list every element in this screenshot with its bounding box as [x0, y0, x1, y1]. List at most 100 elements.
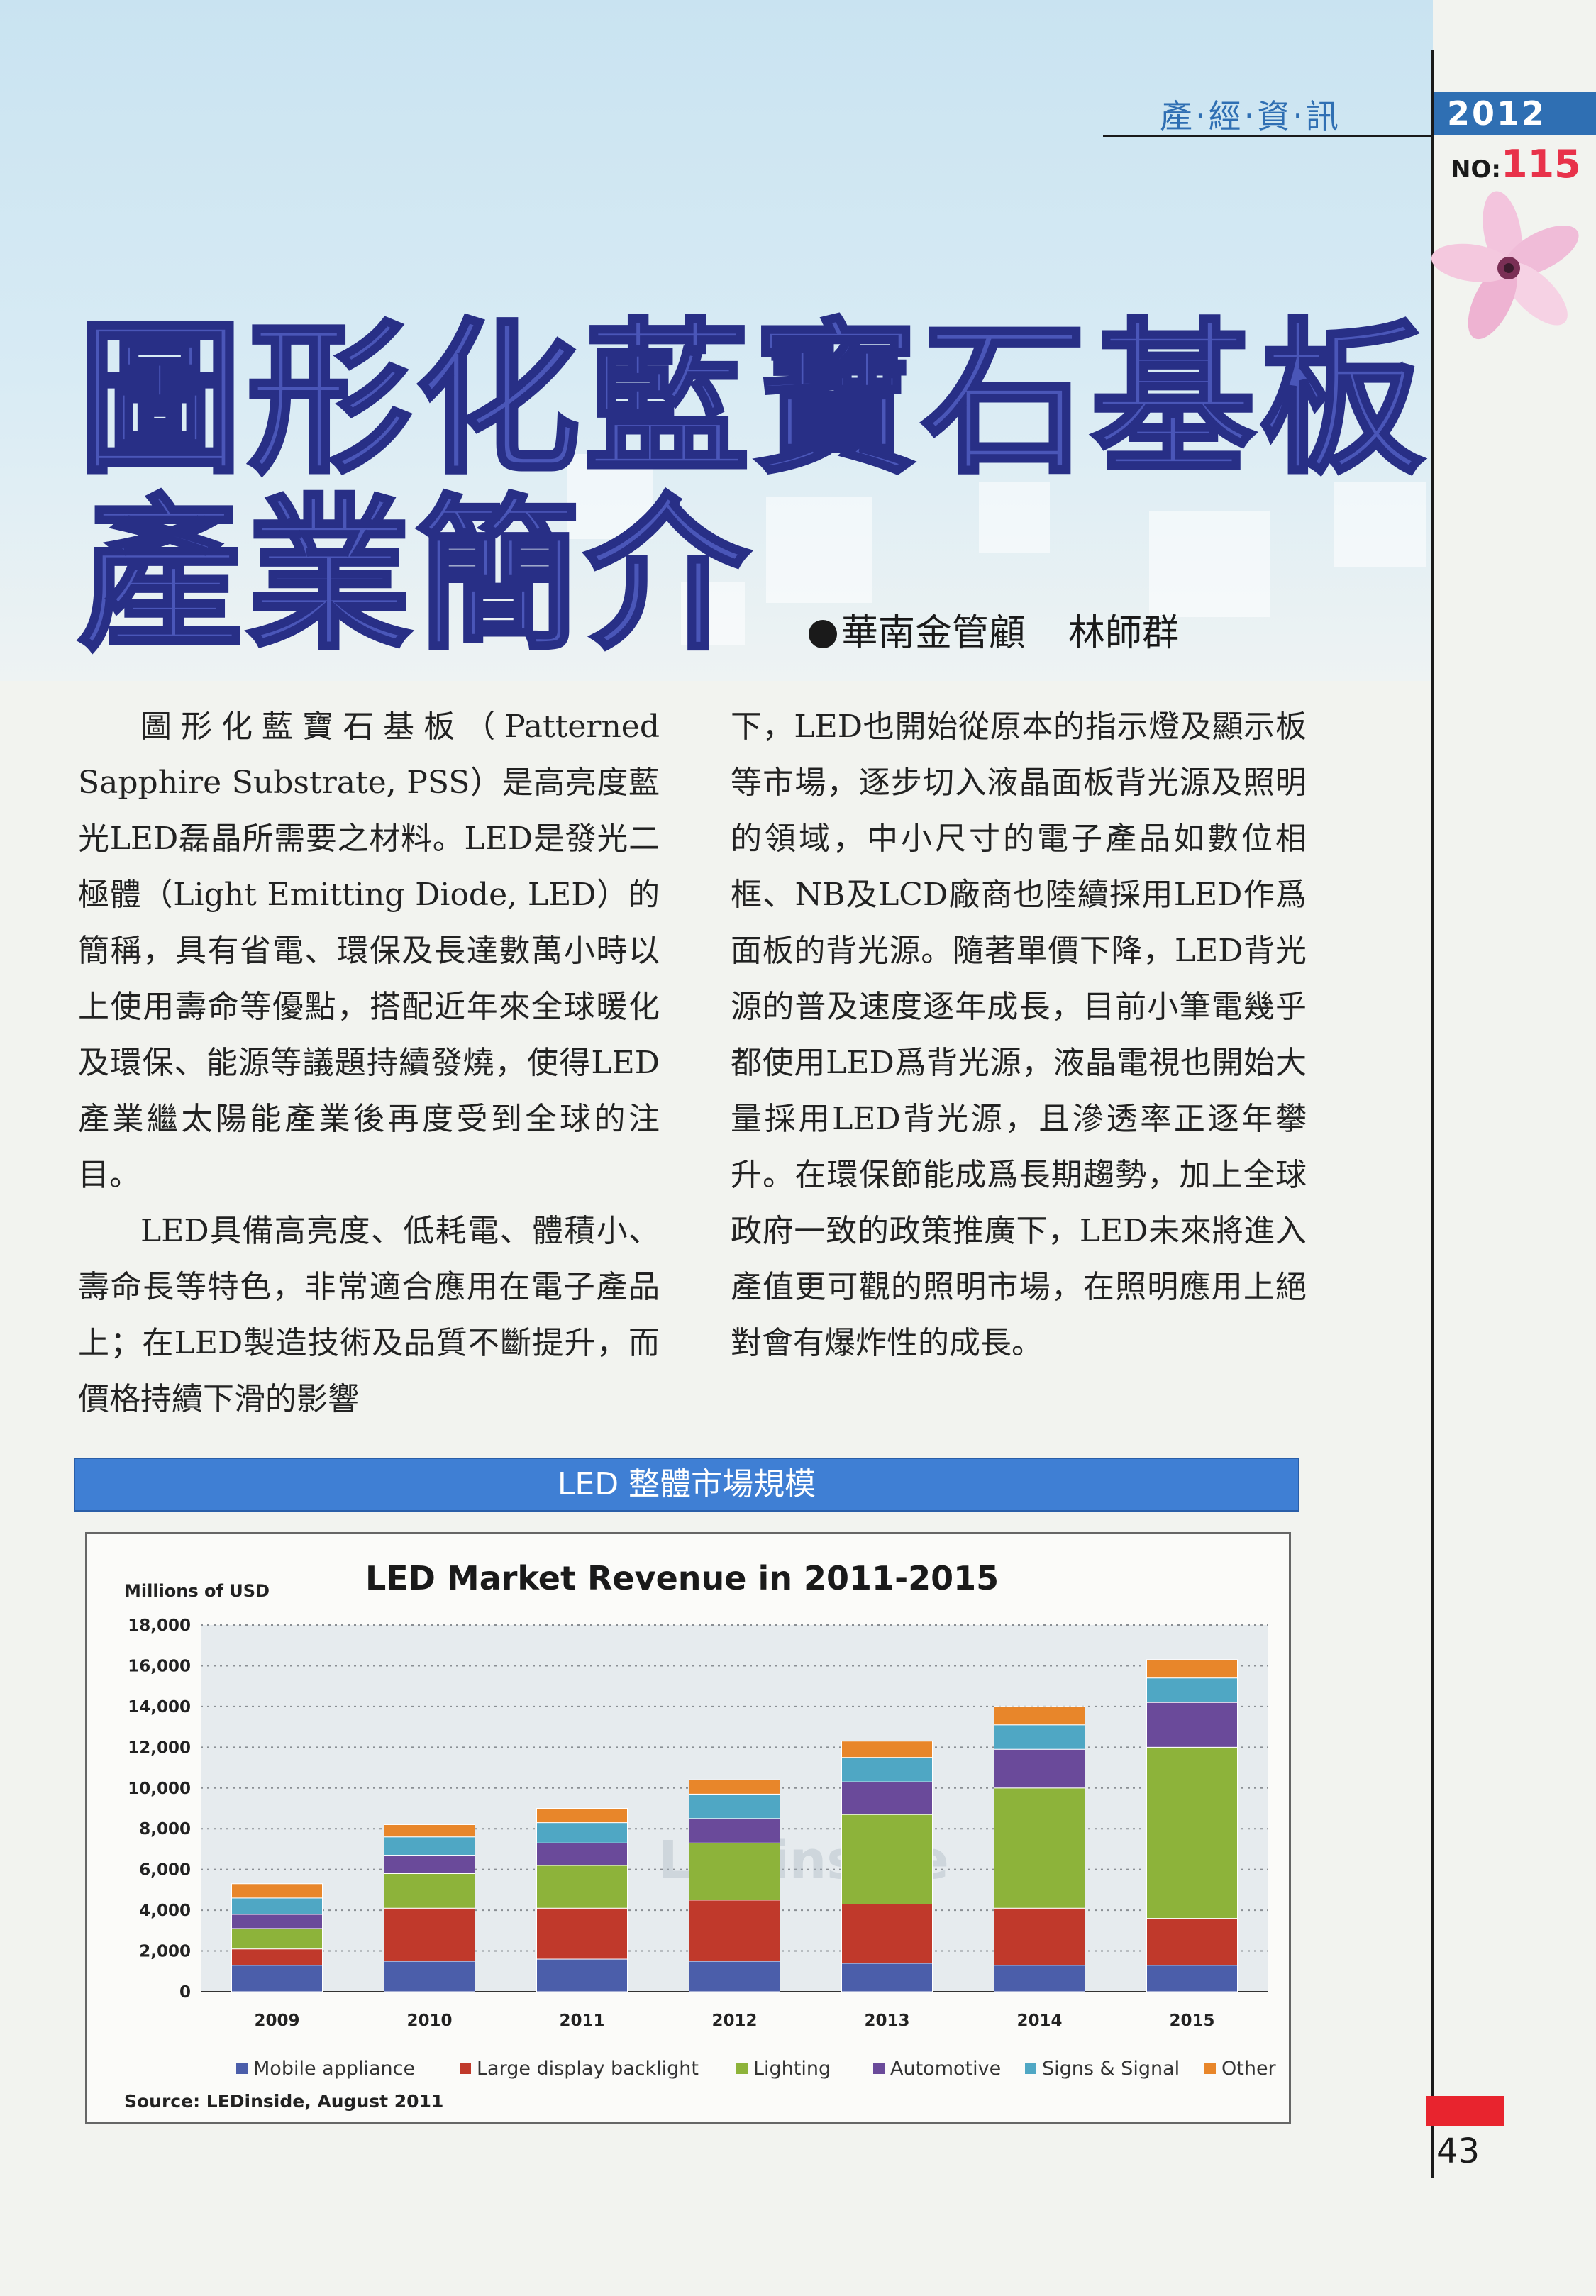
bar-segment: [384, 1961, 475, 1992]
bar-segment: [841, 1903, 933, 1964]
bar-segment: [536, 1842, 628, 1866]
bar-segment: [994, 1724, 1085, 1750]
legend-label: Other: [1221, 2058, 1277, 2080]
chart-source: Source: LEDinside, August 2011: [124, 2091, 443, 2112]
bar-segment: [841, 1963, 933, 1992]
bar-segment: [994, 1787, 1085, 1909]
x-tick-label: 2010: [406, 2012, 452, 2030]
bar-segment: [1146, 1965, 1238, 1992]
bar-segment: [689, 1900, 780, 1962]
issue-label: NO:: [1451, 155, 1501, 184]
issue-number: NO:115: [1451, 142, 1581, 187]
decorative-square: [1334, 482, 1426, 567]
legend-swatch: [236, 2063, 248, 2074]
legend-swatch: [736, 2063, 748, 2074]
bar-segment: [1146, 1659, 1238, 1679]
y-tick-label: 10,000: [128, 1780, 191, 1798]
y-tick-label: 12,000: [128, 1738, 191, 1757]
decorative-square: [681, 582, 745, 645]
y-tick-label: 4,000: [139, 1902, 191, 1920]
y-axis-label: Millions of USD: [124, 1581, 270, 1601]
decorative-square: [1149, 511, 1270, 617]
bar-segment: [231, 1928, 323, 1950]
bar-segment: [689, 1842, 780, 1901]
chart-title: LED Market Revenue in 2011-2015: [365, 1559, 999, 1597]
paragraph: 下，LED也開始從原本的指示燈及顯示板等市場，逐步切入液晶面板背光源及照明的領域…: [731, 709, 1307, 1361]
bar-segment: [536, 1822, 628, 1843]
x-tick-label: 2014: [1016, 2012, 1062, 2030]
bar-segment: [841, 1781, 933, 1815]
bar-segment: [689, 1818, 780, 1843]
legend-label: Automotive: [890, 2058, 1001, 2080]
bar-segment: [994, 1965, 1085, 1992]
y-tick-label: 6,000: [139, 1861, 191, 1880]
bar-segment: [536, 1808, 628, 1824]
author-org: 華南金管顧: [841, 612, 1026, 655]
page-number: 43: [1436, 2131, 1480, 2171]
decorative-square: [979, 482, 1050, 553]
section-label: 產‧經‧資‧訊: [1160, 97, 1341, 135]
y-tick-label: 2,000: [139, 1943, 191, 1961]
body-column-right: 下，LED也開始從原本的指示燈及顯示板等市場，逐步切入液晶面板背光源及照明的領域…: [731, 699, 1307, 1371]
legend-swatch: [1025, 2063, 1036, 2074]
chart-section-title: LED 整體市場規模: [74, 1458, 1299, 1512]
column-divider: [1431, 50, 1434, 2178]
bar-segment: [536, 1907, 628, 1960]
bar-segment: [384, 1907, 475, 1962]
legend-label: Signs & Signal: [1042, 2058, 1180, 2080]
paragraph: LED具備高亮度、低耗電、體積小、壽命長等特色，非常適合應用在電子產品上；在LE…: [78, 1213, 660, 1417]
bar-segment: [231, 1883, 323, 1899]
bullet-icon: [809, 620, 837, 648]
y-tick-label: 0: [179, 1983, 191, 2002]
bar-segment: [384, 1855, 475, 1874]
bar-segment: [841, 1757, 933, 1782]
bar-segment: [994, 1706, 1085, 1726]
bar-segment: [231, 1965, 323, 1992]
bar-segment: [689, 1961, 780, 1992]
bar-segment: [231, 1914, 323, 1929]
x-tick-label: 2011: [559, 2012, 604, 2030]
y-tick-label: 18,000: [128, 1616, 191, 1635]
y-tick-label: 8,000: [139, 1820, 191, 1839]
body-column-left: 圖形化藍寶石基板（Patterned Sapphire Substrate, P…: [78, 699, 660, 1427]
bar-segment: [384, 1824, 475, 1838]
bar-segment: [384, 1873, 475, 1909]
header-rule: [1103, 135, 1433, 137]
title-line-2: 產業簡介: [76, 480, 754, 672]
author-name: 林師群: [1068, 612, 1180, 655]
bar-segment: [384, 1836, 475, 1856]
chart-container: Millions of USD LED Market Revenue in 201…: [85, 1532, 1291, 2124]
legend-swatch: [873, 2063, 885, 2074]
decorative-square: [567, 454, 653, 539]
paragraph: 圖形化藍寶石基板（Patterned Sapphire Substrate, P…: [78, 709, 660, 1193]
bar-segment: [1146, 1677, 1238, 1703]
bar-segment: [231, 1948, 323, 1966]
market-revenue-chart: Millions of USD LED Market Revenue in 201…: [124, 1559, 1277, 2112]
bar-segment: [536, 1958, 628, 1992]
bar-segment: [1146, 1746, 1238, 1919]
bar-segment: [994, 1748, 1085, 1789]
x-tick-label: 2015: [1169, 2012, 1214, 2030]
flower-icon: [1431, 191, 1579, 340]
legend-swatch: [460, 2063, 471, 2074]
bar-segment: [231, 1897, 323, 1915]
bar-segment: [994, 1907, 1085, 1966]
issue-value: 115: [1500, 142, 1581, 187]
bar-segment: [1146, 1918, 1238, 1966]
bar-segment: [536, 1865, 628, 1909]
bar-segment: [1146, 1702, 1238, 1748]
legend-label: Lighting: [753, 2058, 831, 2080]
article-title: 圖形化藍寶石基板 產業簡介: [76, 311, 1429, 666]
legend-label: Mobile appliance: [253, 2058, 415, 2080]
x-tick-label: 2009: [254, 2012, 299, 2030]
author-byline: 華南金管顧 林師群: [809, 603, 1179, 656]
year-badge: 2012: [1434, 92, 1596, 135]
legend-label: Large display backlight: [477, 2058, 699, 2080]
legend-swatch: [1204, 2063, 1216, 2074]
title-line-1: 圖形化藍寶石基板: [76, 304, 1429, 496]
bar-segment: [841, 1741, 933, 1758]
x-tick-label: 2012: [711, 2012, 757, 2030]
bar-segment: [689, 1779, 780, 1795]
bar-segment: [689, 1793, 780, 1819]
